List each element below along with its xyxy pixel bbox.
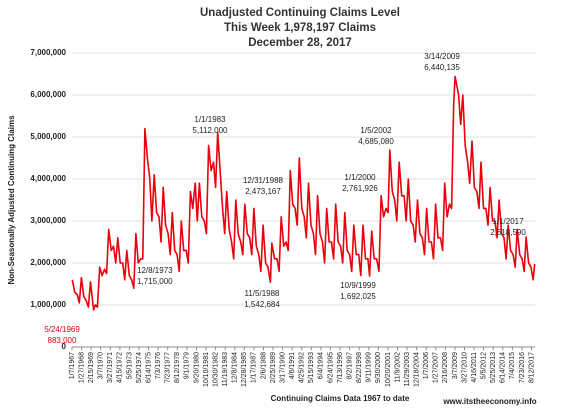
y-axis-title: Non-Seasonally Adjusted Continuing Claim…	[7, 115, 16, 285]
x-tick-label: 4/15/1972	[117, 352, 124, 383]
x-tick-label: 1/7/2006	[423, 352, 430, 379]
x-tick-label: 4/6/1991	[289, 352, 296, 379]
annotation-date: 11/5/1988	[245, 289, 281, 298]
x-tick-label: 9/11/1999	[366, 352, 373, 383]
x-tick-label: 8/12/2017	[528, 352, 535, 383]
x-tick-label: 3/17/1990	[279, 352, 286, 383]
y-tick-label: 6,000,000	[30, 90, 66, 99]
x-tick-label: 12/28/1985	[241, 352, 248, 387]
annotation-value: 2,618,590	[490, 228, 526, 237]
annotation-value: 5,112,000	[193, 126, 229, 135]
x-tick-label: 6/24/1995	[327, 352, 334, 383]
annotation-value: 2,473,167	[245, 187, 281, 196]
x-tick-label: 10/30/1982	[212, 352, 219, 387]
x-tick-label: 11/29/2003	[404, 352, 411, 387]
x-tick-label: 4/16/2011	[471, 352, 478, 383]
x-tick-label: 7/13/1996	[337, 352, 344, 383]
x-tick-label: 6/14/2014	[500, 352, 507, 383]
x-tick-label: 8/12/1978	[174, 352, 181, 383]
y-tick-label: 2,000,000	[30, 258, 66, 267]
annotation-date: 1/1/2000	[344, 173, 376, 182]
annotation-value: 6,440,135	[424, 63, 460, 72]
annotation-value: 1,542,684	[244, 300, 280, 309]
y-tick-label: 0	[62, 342, 67, 351]
chart-subtitle: This Week 1,978,197 Claims	[224, 22, 376, 34]
annotation-date: 12/31/1988	[243, 176, 284, 185]
chart-title: Unadjusted Continuing Claims Level	[200, 7, 400, 19]
line-series	[71, 75, 536, 311]
x-tick-label: 2/16/2008	[442, 352, 449, 383]
x-tick-label: 8/2/1997	[346, 352, 353, 379]
x-tick-label: 3/27/2010	[461, 352, 468, 383]
x-tick-label: 3/27/1971	[107, 352, 114, 383]
annotation-value: 2,761,926	[342, 184, 378, 193]
x-tick-label: 9/20/1980	[193, 352, 200, 383]
x-tick-label: 4/25/1992	[299, 352, 306, 383]
y-tick-label: 3,000,000	[30, 216, 66, 225]
x-axis-title: Continuing Claims Data 1967 to date	[271, 394, 410, 403]
x-tick-label: 1/7/1967	[69, 352, 76, 379]
x-tick-label: 12/18/2004	[413, 352, 420, 387]
x-tick-label: 9/30/2000	[375, 352, 382, 383]
annotation-value: 1,692,025	[340, 292, 376, 301]
y-tick-label: 7,000,000	[30, 48, 66, 57]
y-tick-label: 1,000,000	[30, 300, 66, 309]
x-tick-label: 7/3/1976	[155, 352, 162, 379]
x-tick-label: 3/7/2009	[452, 352, 459, 379]
x-tick-label: 5/25/1974	[136, 352, 143, 383]
source: www.itstheeconomy.info	[442, 397, 536, 406]
x-tick-label: 3/7/1970	[98, 352, 105, 379]
x-tick-label: 10/20/2001	[385, 352, 392, 387]
x-tick-label: 10/10/1981	[203, 352, 210, 387]
x-tick-label: 5/15/1993	[308, 352, 315, 383]
annotation-date: 12/8/1973	[137, 266, 173, 275]
x-tick-label: 7/23/2016	[519, 352, 526, 383]
y-tick-label: 4,000,000	[30, 174, 66, 183]
annotation-value: 1,715,000	[137, 277, 173, 286]
annotation-date: 1/5/2002	[360, 126, 392, 135]
annotation-date: 10/9/1999	[340, 281, 376, 290]
x-tick-label: 2/6/1988	[260, 352, 267, 379]
annotation-date: 1/1/2017	[492, 217, 524, 226]
x-tick-label: 2/15/1969	[88, 352, 95, 383]
x-tick-label: 7/4/2015	[509, 352, 516, 379]
chart-date: December 28, 2017	[248, 37, 352, 49]
x-tick-label: 7/23/1977	[165, 352, 172, 383]
annotation-date: 1/1/1983	[194, 115, 226, 124]
x-tick-label: 12/8/1984	[232, 352, 239, 383]
x-tick-label: 1/27/1968	[78, 352, 85, 383]
x-tick-label: 11/19/1983	[222, 352, 229, 387]
x-tick-label: 11/9/2002	[394, 352, 401, 383]
annotation-value: 4,685,080	[358, 137, 394, 146]
x-tick-label: 2/25/1989	[270, 352, 277, 383]
annotation-value: 883,000	[48, 336, 77, 345]
y-tick-label: 5,000,000	[30, 132, 66, 141]
annotation-date: 5/24/1969	[44, 325, 80, 334]
annotation-date: 3/14/2009	[424, 52, 460, 61]
x-tick-label: 1/17/1987	[251, 352, 258, 383]
x-tick-label: 8/22/1998	[356, 352, 363, 383]
x-tick-label: 6/4/1994	[318, 352, 325, 379]
x-tick-label: 6/14/1975	[145, 352, 152, 383]
x-tick-label: 1/27/2007	[433, 352, 440, 383]
x-tick-label: 9/1/1979	[184, 352, 191, 379]
x-tick-label: 5/5/1973	[126, 352, 133, 379]
x-tick-label: 5/25/2013	[490, 352, 497, 383]
x-tick-label: 5/5/2012	[480, 352, 487, 379]
